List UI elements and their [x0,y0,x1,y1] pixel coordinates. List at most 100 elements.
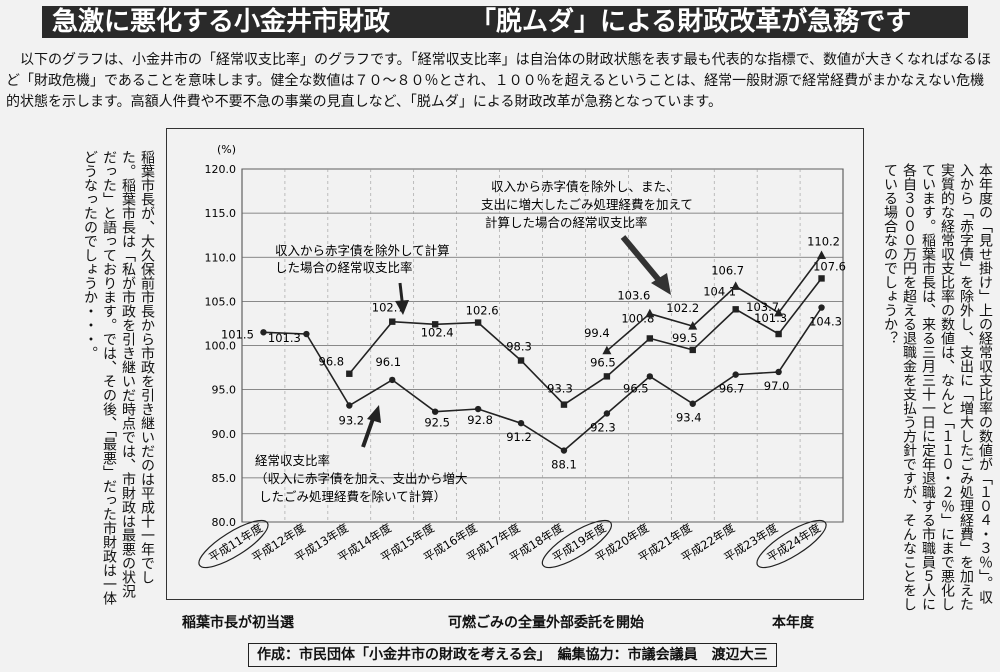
series-2-point [474,319,482,326]
annotation-top-line3: 計算した場合の経常収支比率 [485,215,648,230]
series-1-data-label: 92.8 [467,413,493,427]
y-axis: 80.0 85.0 90.0 95.0 100.0 105.0 110.0 115.0 120.… [205,163,237,529]
series-1-point [517,419,525,427]
series-1-point [346,402,353,409]
series-2-data-label: 96.5 [590,355,616,369]
x-tick-circle [541,519,613,569]
arrow-top-icon [620,235,671,295]
series-1-point [732,371,739,378]
series-2-point [346,370,353,377]
series-1-point [431,408,439,415]
y-tick-label: 110.0 [205,251,237,264]
y-tick-label: 120.0 [205,163,237,176]
series-3-point [774,307,784,317]
annotation-top-line1: 収入から赤字債を除外し、また、 [491,179,679,194]
series-line-1 [263,307,823,452]
series-3-data-label: 102.2 [666,301,699,315]
series-2-point [560,401,568,408]
series-line-2 [348,277,823,406]
series-2-point [818,275,825,282]
footer-label-outsourcing: 可燃ごみの全量外部委託を開始 [448,615,644,631]
annotation-base-line1: 経常収支比率 [255,453,330,468]
series-2-data-label: 98.3 [506,340,532,354]
header-right-title: 「脱ムダ」による財政改革が急務です [460,6,968,38]
arrow-base-icon [361,405,381,448]
series-2-data-label: 99.5 [672,331,698,345]
annotation-mid: 収入から赤字債を除外して計算 した場合の経常収支比率 [275,243,450,275]
footer-label-this-year: 本年度 [772,615,814,631]
series-1-data-label: 104.3 [809,315,842,329]
series-3-data-label: 103.6 [617,289,650,303]
line-chart: 80.0 85.0 90.0 95.0 100.0 105.0 110.0 115.0 120.… [198,143,846,569]
series-3-data-label: 106.7 [711,263,744,277]
x-tick-circle [198,519,269,569]
series-2-data-label: 93.3 [547,382,573,396]
series-2-data-label: 102.6 [466,304,499,318]
y-tick-label: 100.0 [205,340,237,353]
y-tick-label: 90.0 [212,428,237,441]
series-1-point [818,304,825,311]
series-1-data-label: 101.3 [268,331,301,345]
series-2-data-label: 104.1 [703,284,736,298]
annotation-base-line3: したごみ処理経費を除いて計算） [259,489,446,504]
series-1-point [646,373,654,380]
y-tick-label: 80.0 [212,516,237,529]
annotation-mid-line2: した場合の経常収支比率 [275,260,413,275]
chart-series: 101.5 101.3 93.2 96.1 92.5 92.8 91.2 88.1 92.3 96… [221,234,846,471]
annotation-mid-line1: 収入から赤字債を除外して計算 [275,243,450,258]
chart-grid [241,168,844,523]
series-1-data-label: 91.2 [506,430,532,444]
series-1-data-label: 92.3 [590,420,616,434]
y-tick-label: 105.0 [205,295,237,308]
annotation-base-line2: （収入に赤字債を加え、支出から増大 [255,471,468,486]
series-1-point [775,368,782,376]
series-2-point [689,346,696,354]
series-1-data-label: 96.5 [623,381,649,395]
annotation-top: 収入から赤字債を除外し、また、 支出に増大したごみ処理経費を加えて 計算した場合… [481,179,693,230]
arrow-mid-icon [395,282,409,315]
credit-box: 作成：市民団体「小金井市の財政を考える会」 編集協力：市議会議員 渡辺大三 [248,643,777,667]
series-line-3 [606,255,823,352]
series-3-point [731,281,741,290]
series-3-point [817,250,827,259]
series-2-data-label: 96.8 [319,355,345,369]
chart-frame: 80.0 85.0 90.0 95.0 100.0 105.0 110.0 115.0 120.… [166,128,864,600]
header-left-title: 急激に悪化する小金井市財政 [42,6,464,38]
y-tick-label: 115.0 [205,207,237,220]
series-1-data-label: 96.7 [719,382,745,396]
series-3-point [602,345,612,355]
series-2-point [646,335,654,342]
series-2-data-label: 102.7 [372,301,405,315]
series-3-point [645,308,655,318]
series-1-point [260,329,267,336]
series-3-point [688,321,698,330]
series-2-point [603,373,611,380]
left-column-text: 稲葉市長が、大久保前市長から市政を引き継いだのは平成十一年でした。稲葉市長は「私… [82,150,155,605]
series-1-data-label: 93.2 [339,414,365,428]
footer-label-first-elected: 稲葉市長が初当選 [182,615,294,631]
y-tick-label: 85.0 [212,472,237,485]
series-1-data-label: 97.0 [764,379,790,393]
series-1-point [389,376,396,384]
series-2-point [431,321,439,328]
series-1-data-label: 92.5 [424,416,450,430]
series-3-data-label: 99.4 [584,326,610,340]
series-3-data-label: 103.7 [746,300,779,314]
series-1-data-label: 93.4 [676,411,702,425]
series-1-point [603,410,611,417]
series-1-point [689,400,696,407]
y-unit-label: (%) [217,143,236,156]
series-3-data-label: 110.2 [807,234,840,248]
series-1-point [560,447,568,454]
intro-paragraph: 以下のグラフは、小金井市の「経常収支比率」のグラフです。「経常収支比率」は自治体… [6,52,992,110]
x-tick-circle [756,519,827,569]
series-1-point [303,330,310,338]
series-1-data-label: 88.1 [551,458,577,472]
annotation-top-line2: 支出に増大したごみ処理経費を加えて [481,197,693,212]
right-column-text: 本年度の「見せ掛け」上の経常収支比率の数値が「１０４・３％」。収入から「赤字債」… [882,163,993,611]
annotation-base: 経常収支比率 （収入に赤字債を加え、支出から増大 したごみ処理経費を除いて計算） [255,453,468,504]
series-2-data-label: 107.6 [813,259,846,273]
series-1-point [474,405,482,413]
series-1-data-label: 101.5 [221,327,254,341]
series-2-data-label: 100.8 [621,311,654,325]
